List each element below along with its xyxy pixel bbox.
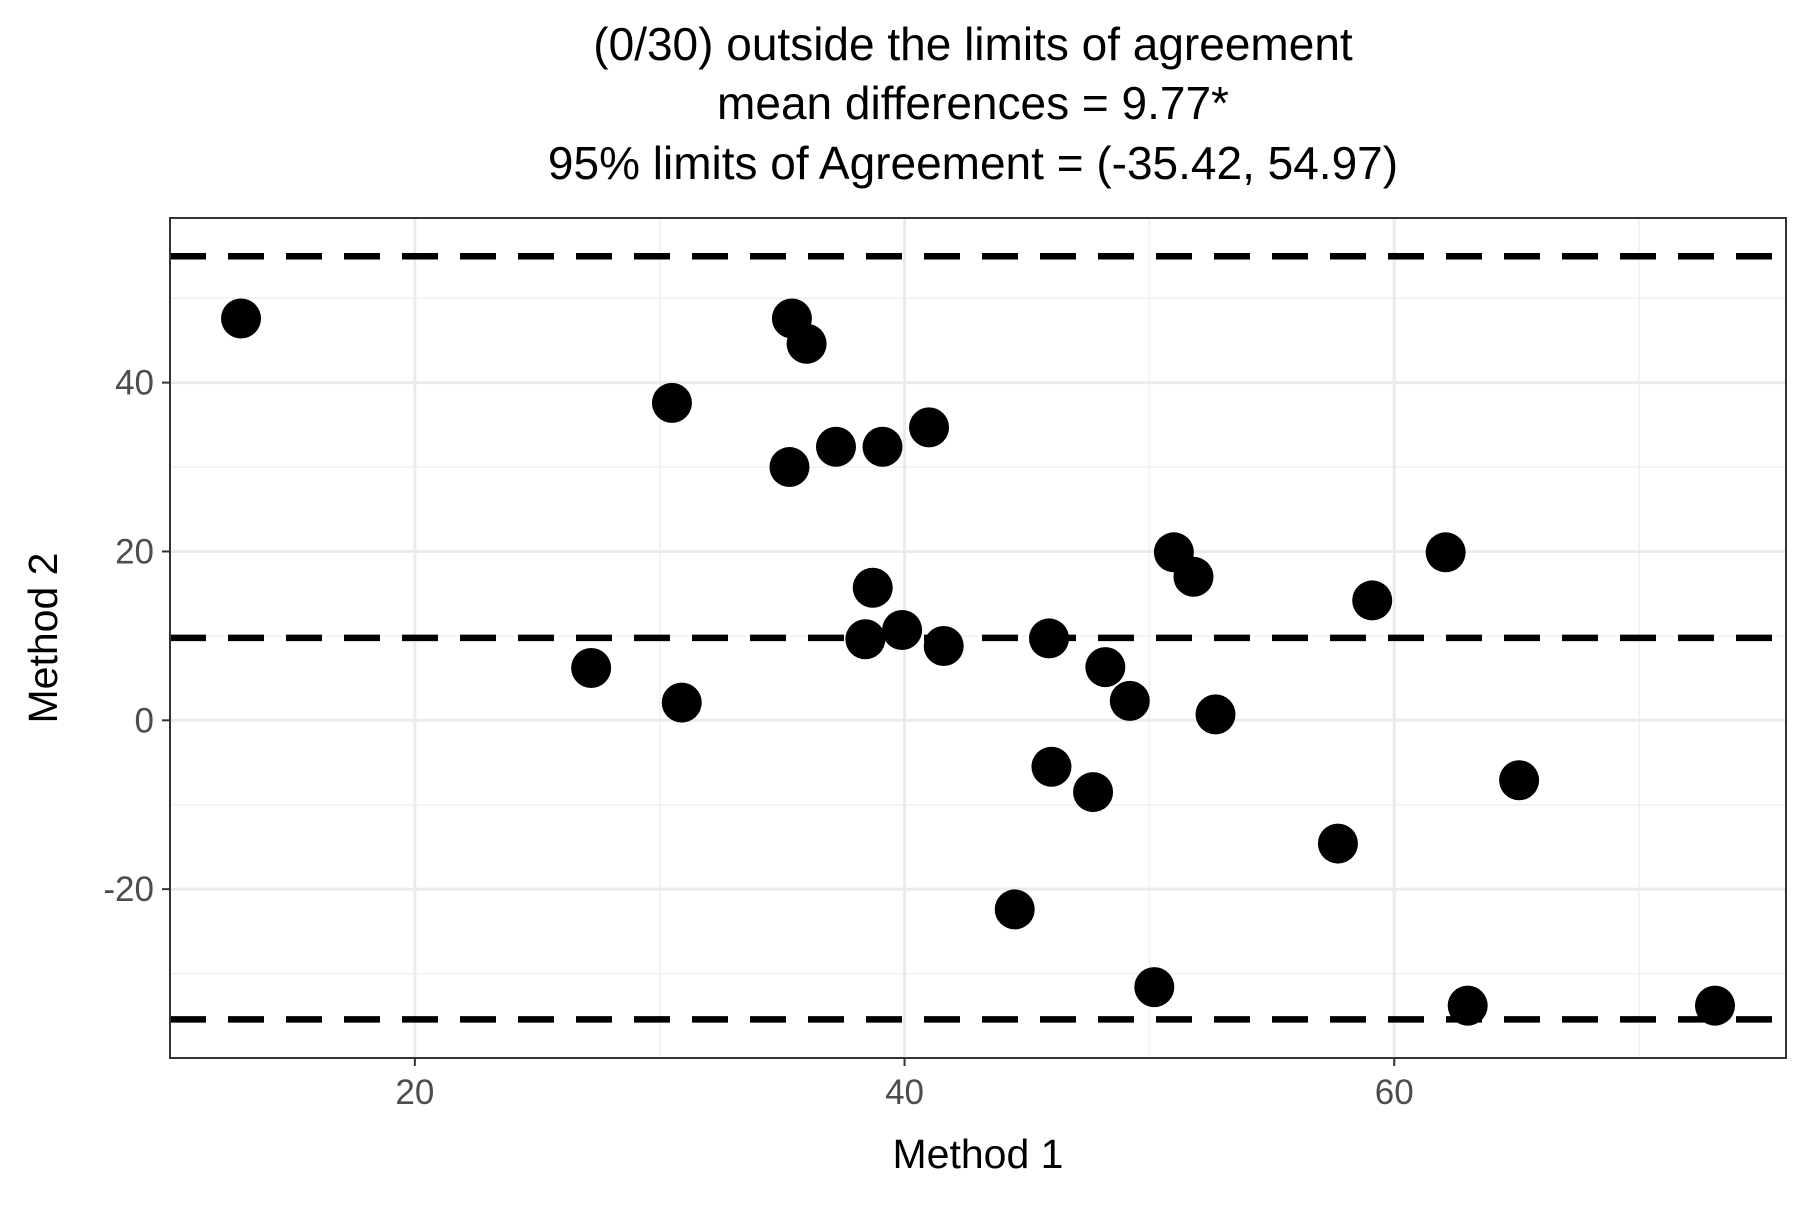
y-tick-label: 20: [115, 532, 154, 571]
title-line-1: (0/30) outside the limits of agreement: [593, 18, 1353, 70]
data-point: [862, 426, 903, 467]
y-axis-title: Method 2: [20, 553, 66, 724]
data-point: [1073, 772, 1114, 813]
data-point: [1195, 694, 1236, 735]
data-point: [1109, 680, 1150, 721]
title-line-2: mean differences = 9.77*: [717, 77, 1229, 129]
data-point: [1352, 580, 1393, 621]
x-axis: 20 40 60: [395, 1058, 1414, 1112]
data-point: [815, 426, 856, 467]
data-point: [845, 619, 886, 660]
data-point: [651, 382, 692, 423]
data-point: [769, 447, 810, 488]
data-point: [1317, 823, 1358, 864]
data-point: [1031, 746, 1072, 787]
y-tick-label: 40: [115, 364, 154, 403]
title-line-3: 95% limits of Agreement = (-35.42, 54.97…: [548, 137, 1398, 189]
data-point: [909, 407, 950, 448]
x-tick-label: 60: [1375, 1073, 1414, 1112]
data-point: [221, 298, 262, 339]
data-point: [923, 626, 964, 667]
data-point: [1173, 556, 1214, 597]
y-tick-label: -20: [103, 870, 154, 909]
data-point: [1029, 618, 1070, 659]
data-point: [571, 647, 612, 688]
data-point: [1085, 647, 1126, 688]
data-point: [852, 567, 893, 608]
chart-title: (0/30) outside the limits of agreement m…: [548, 18, 1398, 189]
data-point: [994, 889, 1035, 930]
data-point: [1134, 967, 1175, 1008]
data-point: [882, 609, 923, 650]
data-point: [786, 323, 827, 364]
data-point: [661, 682, 702, 723]
x-tick-label: 20: [395, 1073, 434, 1112]
data-point: [1447, 985, 1488, 1026]
x-axis-title: Method 1: [893, 1131, 1064, 1177]
plot-border: [169, 217, 1787, 1059]
y-tick-label: 0: [135, 701, 154, 740]
reference-lines: [170, 252, 1786, 1023]
y-axis: -20 0 20 40: [103, 364, 170, 909]
data-point: [1425, 532, 1466, 573]
x-tick-label: 40: [885, 1073, 924, 1112]
data-point: [1694, 985, 1735, 1026]
data-points: [221, 298, 1735, 1026]
data-point: [1499, 760, 1540, 801]
